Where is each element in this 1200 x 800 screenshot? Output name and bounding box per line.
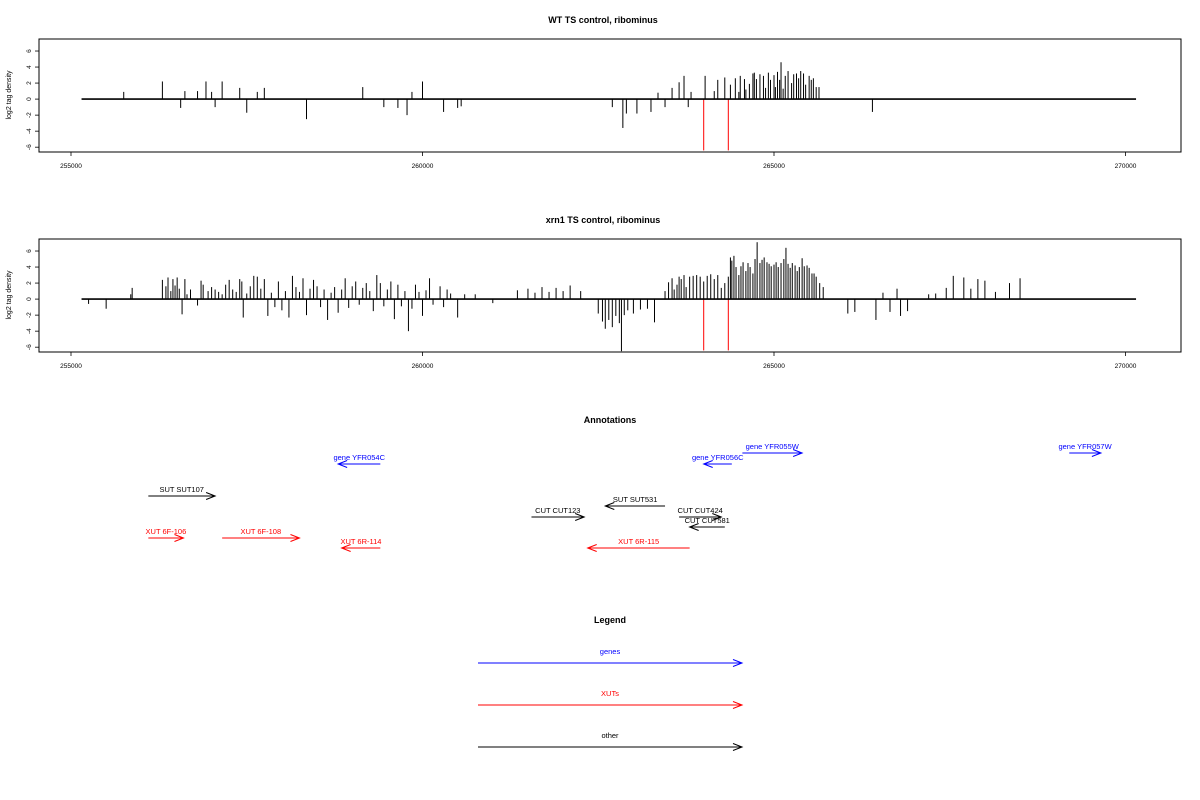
- annotation-label: XUT 6F-106: [146, 527, 187, 536]
- wt-y-tick-label: -2: [26, 112, 33, 118]
- annotation-arrow-head: [290, 534, 301, 542]
- annotation-label: gene YFR054C: [333, 453, 385, 462]
- annotation-arrow: [336, 460, 381, 468]
- wt-y-tick-label: 4: [26, 65, 33, 69]
- wt-y-axis-label: log2 tag density: [6, 70, 13, 120]
- xrn1-y-tick-label: -4: [26, 328, 33, 334]
- xrn1-y-axis: -6 -4 -2 0 2 4 6: [26, 249, 39, 350]
- legend-items: genes XUTs other: [478, 647, 744, 751]
- xrn1-plot-frame: [38, 238, 1182, 353]
- legend-title: Legend: [594, 615, 626, 625]
- legend-label: other: [601, 731, 619, 740]
- xrn1-y-tick-label: -2: [26, 312, 33, 318]
- xrn1-x-tick-label: 255000: [60, 363, 82, 370]
- wt-y-tick-label: -4: [26, 128, 33, 134]
- wt-y-tick-label: 2: [26, 81, 33, 85]
- xrn1-bars: [81, 242, 1137, 352]
- wt-panel: WT TS control, ribominus log2 tag densit…: [6, 15, 1182, 170]
- wt-plot-frame: [38, 38, 1182, 153]
- annotations-title: Annotations: [584, 415, 637, 425]
- xrn1-x-tick-label: 260000: [412, 363, 434, 370]
- annotation-label: XUT 6F-108: [240, 527, 281, 536]
- annotation-arrow: [148, 534, 185, 542]
- annotation-arrow: [222, 534, 301, 542]
- legend-arrow: [478, 701, 744, 709]
- wt-x-axis: 255000 260000 265000 270000: [60, 152, 1137, 170]
- annotation-arrow-head: [586, 544, 597, 552]
- annotation-label: gene YFR057W: [1058, 442, 1112, 451]
- xrn1-panel: xrn1 TS control, ribominus log2 tag dens…: [6, 215, 1182, 370]
- xrn1-y-tick-label: 6: [26, 249, 33, 253]
- annotation-label: CUT CUT581: [685, 516, 730, 525]
- annotation-arrow-head: [688, 523, 699, 531]
- xrn1-y-axis-label: log2 tag density: [6, 270, 13, 320]
- annotation-arrow-head: [712, 513, 723, 521]
- annotation-label: gene YFR055W: [746, 442, 800, 451]
- annotation-arrow-head: [205, 492, 217, 500]
- legend-arrow-head: [732, 701, 744, 709]
- xrn1-y-tick-label: 0: [26, 297, 33, 301]
- annotation-arrow-head: [603, 502, 615, 510]
- annotation-arrow-head: [174, 534, 185, 542]
- xrn1-panel-title: xrn1 TS control, ribominus: [546, 215, 661, 225]
- annotation-arrow-head: [792, 449, 804, 457]
- annotation-label: gene YFR056C: [692, 453, 744, 462]
- annotation-arrow: [1069, 449, 1103, 457]
- annotation-arrow: [742, 449, 804, 457]
- xrn1-x-tick-label: 270000: [1115, 363, 1137, 370]
- legend-arrow: [478, 743, 744, 751]
- annotation-arrow-head: [702, 460, 713, 468]
- wt-y-tick-label: 0: [26, 97, 33, 101]
- annotation-arrow: [531, 513, 586, 521]
- xrn1-y-tick-label: -6: [26, 344, 33, 350]
- legend-arrow-head: [732, 659, 744, 667]
- annotation-label: XUT 6R-115: [618, 537, 659, 546]
- legend-label: XUTs: [601, 689, 619, 698]
- wt-panel-title: WT TS control, ribominus: [548, 15, 658, 25]
- wt-x-tick-label: 260000: [412, 163, 434, 170]
- annotation-arrow: [688, 523, 725, 531]
- annotation-arrow-head: [1091, 449, 1103, 457]
- wt-y-axis: -6 -4 -2 0 2 4 6: [26, 49, 39, 150]
- wt-y-tick-label: -6: [26, 144, 33, 150]
- annotation-arrow: [679, 513, 723, 521]
- wt-bars: [81, 62, 1137, 151]
- annotation-arrow: [603, 502, 666, 510]
- annotation-arrow-head: [336, 460, 348, 468]
- xrn1-y-tick-label: 4: [26, 265, 33, 269]
- annotation-arrow: [702, 460, 732, 468]
- annotation-arrow-head: [340, 544, 351, 552]
- wt-x-tick-label: 255000: [60, 163, 82, 170]
- annotation-label: SUT SUT531: [613, 495, 657, 504]
- legend-label: genes: [600, 647, 621, 656]
- legend: Legend genes XUTs other: [478, 615, 744, 751]
- wt-x-tick-label: 270000: [1115, 163, 1137, 170]
- wt-x-tick-label: 265000: [763, 163, 785, 170]
- wt-y-tick-label: 6: [26, 49, 33, 53]
- annotation-arrow: [148, 492, 217, 500]
- annotation-arrow: [586, 544, 690, 552]
- xrn1-x-tick-label: 265000: [763, 363, 785, 370]
- annotation-label: CUT CUT424: [678, 506, 723, 515]
- annotation-label: XUT 6R-114: [340, 537, 381, 546]
- legend-arrow: [478, 659, 744, 667]
- xrn1-x-axis: 255000 260000 265000 270000: [60, 352, 1137, 370]
- annotation-arrow: [340, 544, 381, 552]
- legend-arrow-head: [732, 743, 744, 751]
- annotation-label: SUT SUT107: [159, 485, 203, 494]
- annotation-label: CUT CUT123: [535, 506, 580, 515]
- xrn1-y-tick-label: 2: [26, 281, 33, 285]
- annotation-arrow-head: [575, 513, 586, 521]
